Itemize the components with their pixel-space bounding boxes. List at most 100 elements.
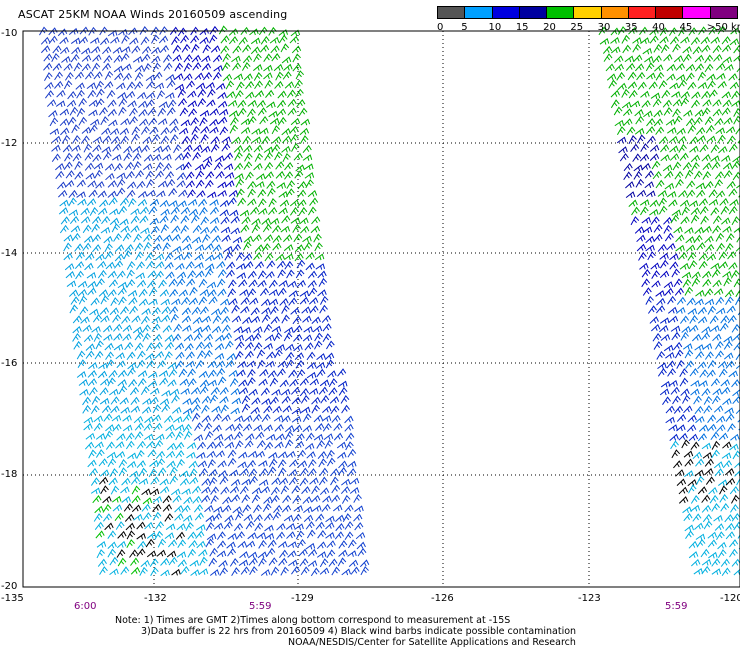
wind-barb [211,325,222,334]
wind-barb [271,136,282,144]
wind-barb [302,235,312,243]
wind-barb [183,496,193,505]
wind-barb [193,434,204,441]
wind-barb [125,90,136,99]
wind-barb [90,477,100,486]
wind-barb [243,513,253,521]
wind-barb [696,475,705,485]
wind-barb [723,117,733,125]
wind-barb [154,530,164,540]
wind-barb [210,225,220,234]
wind-barb [326,540,336,549]
wind-barb [117,379,127,387]
wind-barb [707,80,716,90]
wind-barb [285,188,295,197]
wind-barb [251,136,262,144]
wind-barb [278,29,289,36]
wind-barb [710,431,720,441]
wind-barb [200,133,209,143]
wind-barb [715,62,726,71]
wind-barb [290,207,299,216]
wind-barb [124,513,135,522]
wind-barb [315,423,325,431]
wind-barb [162,495,172,504]
wind-barb [71,46,81,55]
wind-barb [297,449,307,459]
wind-barb [331,414,341,423]
wind-barb [244,152,253,162]
wind-barb [197,198,208,207]
wind-barb [166,178,176,188]
wind-barb [727,315,737,324]
wind-barb [206,533,217,541]
wind-barb [255,181,265,188]
wind-barb [304,172,315,179]
wind-barb [263,512,274,522]
wind-barb [64,152,73,162]
wind-barb [621,34,631,44]
wind-barb [162,153,172,161]
wind-barb [227,99,238,107]
wind-barb [214,155,225,162]
wind-barb [220,486,230,495]
wind-barb [289,199,300,207]
wind-barb [279,549,289,559]
wind-barb [297,181,307,190]
wind-barb [108,477,118,486]
wind-barb [275,71,284,81]
wind-barb [337,467,347,476]
wind-barb [715,415,726,424]
wind-barb [650,92,661,100]
wind-barb [248,468,258,477]
wind-barb [653,118,664,127]
wind-barb [63,63,73,71]
wind-barb [267,539,277,548]
wind-barb [287,550,297,558]
y-tick-14: -14 [1,248,17,259]
wind-barb [293,233,303,243]
wind-barb [193,326,203,334]
wind-barb [147,449,157,458]
wind-barb [152,495,163,503]
wind-barb [299,467,309,477]
wind-barb [233,326,243,333]
wind-barb [638,251,647,261]
x-tick-120: -120 [720,593,740,604]
wind-barb [223,163,234,170]
wind-barb [217,181,227,189]
wind-barb [682,46,692,54]
wind-barb [262,503,272,513]
wind-barb [311,404,320,414]
wind-barb [120,566,130,575]
wind-barb [676,414,687,422]
wind-barb [182,398,192,405]
wind-barb [704,63,714,73]
wind-barb [297,460,308,468]
wind-barb [303,326,313,333]
wind-barb [298,107,308,117]
wind-barb [214,343,225,351]
wind-barb [697,71,707,81]
wind-barb [634,226,645,234]
wind-barb [326,449,335,459]
wind-barb [659,388,670,396]
wind-barb [315,513,325,522]
wind-barb [321,503,331,513]
wind-barb [309,305,319,314]
wind-barb [104,81,114,89]
wind-barb [690,154,701,163]
wind-barb [167,379,177,387]
wind-barb [199,556,208,566]
wind-barb [217,540,227,549]
wind-barb [217,470,228,478]
wind-barb [181,235,192,244]
wind-barb [356,541,366,550]
wind-barb [165,171,175,180]
wind-barb [195,530,205,539]
wind-barb [236,263,246,270]
wind-barb [714,179,723,189]
wind-barb [298,548,308,557]
legend-label: >50 knots [706,22,740,33]
wind-barb [214,352,225,360]
wind-barb [175,431,184,441]
